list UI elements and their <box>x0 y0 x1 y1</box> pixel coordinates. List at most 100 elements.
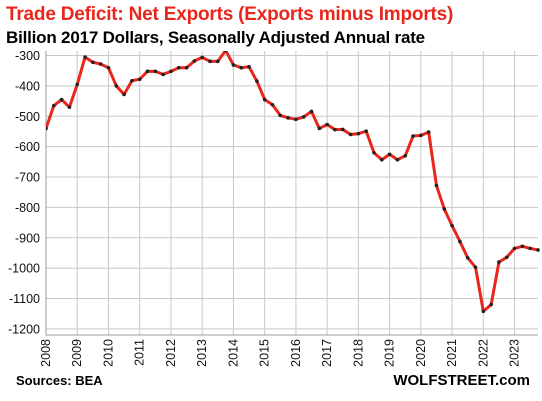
data-point <box>98 62 103 66</box>
data-point <box>387 152 392 157</box>
data-point <box>434 183 439 188</box>
data-point <box>145 69 150 74</box>
data-point <box>536 248 540 252</box>
y-axis-labels: -300 -400 -500 -600 -700 -800 -900 -1000 -1100 -1… <box>8 49 40 336</box>
data-point <box>450 223 454 228</box>
x-tick-label: 2023 <box>508 339 522 367</box>
data-point <box>192 59 197 63</box>
series-line <box>46 51 540 313</box>
data-point <box>231 63 236 67</box>
data-point <box>403 153 408 158</box>
chart-subtitle: Billion 2017 Dollars, Seasonally Adjuste… <box>6 28 425 47</box>
data-point <box>67 105 72 109</box>
data-point <box>239 65 244 70</box>
data-point <box>512 246 517 251</box>
data-point <box>364 129 368 133</box>
data-point <box>340 127 345 132</box>
data-point <box>161 72 165 77</box>
x-tick-label: 2014 <box>226 339 240 367</box>
x-tick-label: 2010 <box>101 339 115 367</box>
data-point <box>372 150 376 155</box>
y-tick-label: -800 <box>15 201 40 215</box>
data-point <box>83 55 87 59</box>
y-tick-label: -900 <box>15 231 40 245</box>
data-point <box>426 130 431 134</box>
data-point <box>52 103 56 108</box>
data-point <box>489 302 493 307</box>
data-point <box>122 92 126 97</box>
data-point <box>216 59 220 64</box>
x-tick-label: 2011 <box>133 339 147 366</box>
data-point <box>114 84 119 88</box>
data-point <box>169 69 173 74</box>
data-point <box>473 265 478 270</box>
data-point <box>184 65 189 70</box>
data-point <box>262 97 267 102</box>
data-point <box>442 207 447 211</box>
data-point <box>223 51 228 53</box>
data-point <box>294 117 298 122</box>
data-point <box>309 109 314 114</box>
brand-label: WOLFSTREET.com <box>393 372 530 389</box>
y-tick-label: -700 <box>15 171 40 185</box>
x-tick-label: 2017 <box>320 339 334 367</box>
data-point <box>317 126 322 131</box>
y-tick-label: -1200 <box>8 322 40 336</box>
grid-lines <box>45 51 538 336</box>
x-tick-label: 2012 <box>164 339 178 367</box>
data-point <box>333 127 337 132</box>
data-point <box>176 65 181 70</box>
data-point <box>380 157 384 162</box>
data-point <box>75 82 80 87</box>
data-point <box>528 246 532 251</box>
data-point <box>270 102 275 107</box>
x-tick-label: 2020 <box>414 339 428 367</box>
data-point <box>465 256 470 260</box>
x-tick-label: 2022 <box>476 339 490 367</box>
data-point <box>200 55 204 60</box>
y-tick-label: -400 <box>15 79 40 93</box>
plot-area <box>46 51 540 314</box>
x-tick-label: 2016 <box>289 339 303 367</box>
source-note: Sources: BEA <box>16 373 103 388</box>
data-point <box>458 239 462 244</box>
x-tick-label: 2015 <box>258 339 272 367</box>
data-point <box>520 244 525 249</box>
x-tick-label: 2021 <box>445 339 459 367</box>
data-point <box>106 65 111 70</box>
y-tick-label: -300 <box>15 49 40 63</box>
data-point <box>348 132 353 137</box>
data-point <box>481 309 486 314</box>
data-point <box>504 255 509 260</box>
y-tick-label: -600 <box>15 140 40 154</box>
y-tick-label: -500 <box>15 110 40 124</box>
y-tick-label: -1100 <box>9 292 40 306</box>
data-point <box>356 131 361 136</box>
data-point <box>278 113 283 118</box>
data-point <box>153 69 158 74</box>
data-point <box>247 64 251 69</box>
x-tick-label: 2008 <box>39 339 53 367</box>
x-tick-label: 2018 <box>351 339 365 367</box>
x-axis-labels: 2008 2009 2010 2011 2012 2013 2014 2015 2016 2017… <box>39 339 522 367</box>
x-tick-label: 2013 <box>195 339 209 367</box>
data-point <box>91 60 95 65</box>
data-point <box>395 157 400 162</box>
data-point <box>419 133 423 138</box>
data-point <box>325 122 329 127</box>
data-point <box>59 97 64 102</box>
chart-title: Trade Deficit: Net Exports (Exports minu… <box>6 4 454 25</box>
data-point <box>255 79 259 83</box>
data-point <box>497 260 501 264</box>
x-tick-label: 2019 <box>383 339 397 367</box>
data-point <box>137 77 142 82</box>
x-tick-label: 2009 <box>70 339 84 367</box>
data-point <box>46 126 48 131</box>
data-point <box>130 78 134 83</box>
data-point <box>208 59 212 64</box>
data-point <box>286 116 290 120</box>
data-point <box>411 134 415 138</box>
plot-frame <box>45 51 538 336</box>
data-point <box>301 115 306 119</box>
